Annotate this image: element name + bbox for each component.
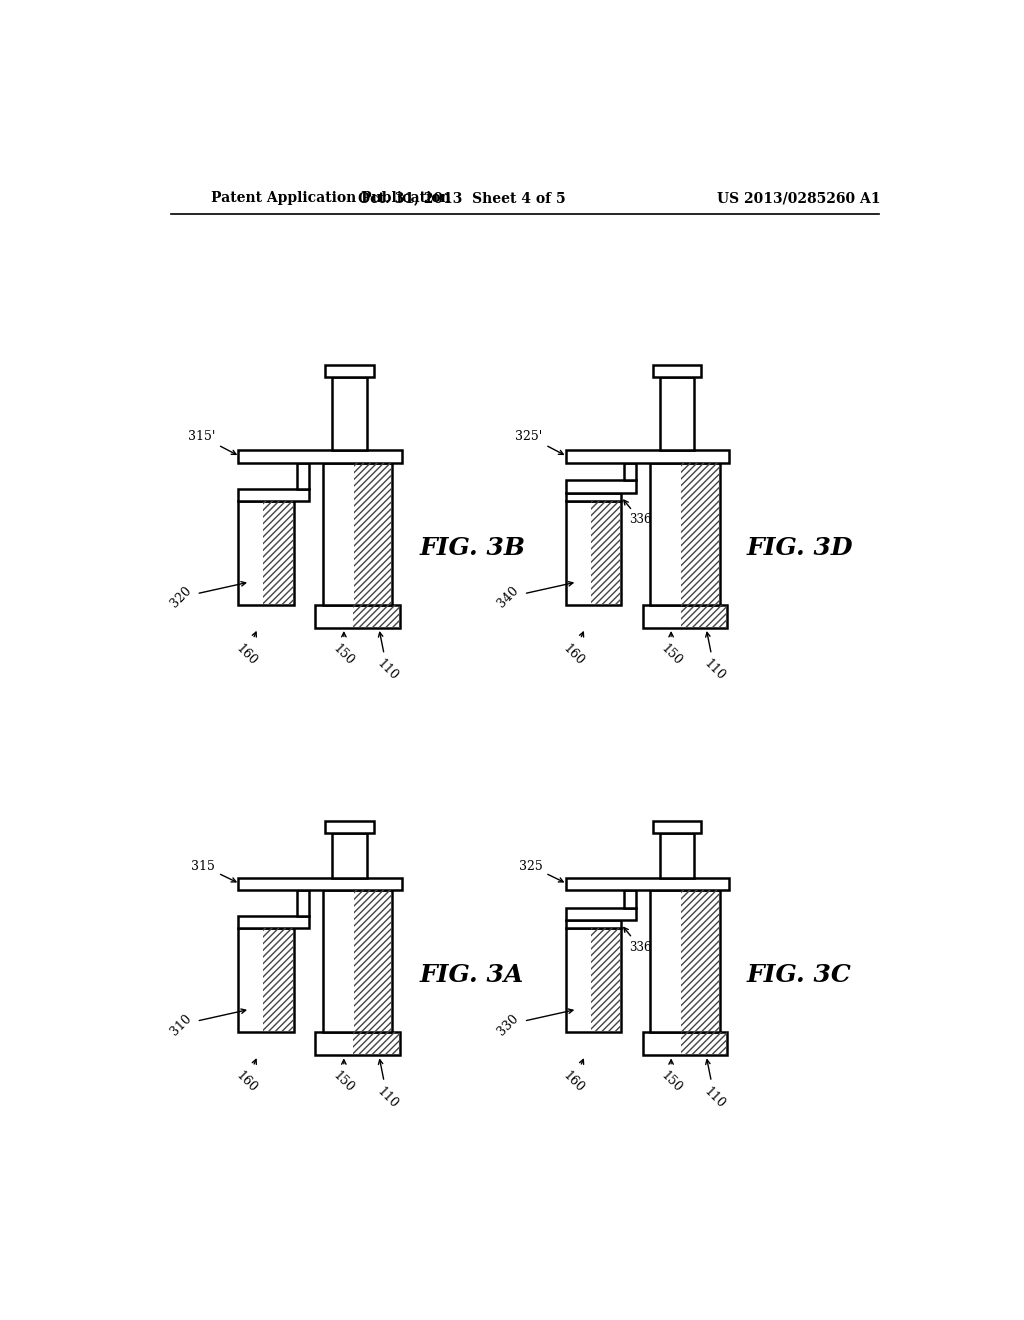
Text: 150: 150 bbox=[331, 1060, 357, 1096]
Bar bbox=[652, 821, 701, 833]
Text: 110: 110 bbox=[701, 1060, 728, 1111]
Text: 336: 336 bbox=[624, 928, 651, 954]
Bar bbox=[323, 890, 392, 1032]
Bar bbox=[239, 450, 401, 462]
Text: 320: 320 bbox=[168, 582, 246, 610]
Bar bbox=[297, 462, 309, 488]
Text: 330: 330 bbox=[495, 1008, 573, 1038]
Bar bbox=[565, 502, 621, 605]
Text: 160: 160 bbox=[560, 632, 587, 668]
Bar bbox=[643, 605, 727, 628]
Bar bbox=[354, 462, 392, 605]
Bar bbox=[297, 890, 309, 916]
Bar bbox=[323, 462, 392, 605]
Bar bbox=[315, 1032, 400, 1056]
Text: 340: 340 bbox=[495, 582, 573, 610]
Text: 160: 160 bbox=[233, 1060, 259, 1096]
Bar bbox=[650, 462, 720, 605]
Text: 160: 160 bbox=[233, 632, 259, 668]
Text: 315: 315 bbox=[191, 859, 236, 882]
Bar bbox=[565, 450, 729, 462]
Bar bbox=[315, 605, 400, 628]
Bar bbox=[659, 378, 694, 450]
Text: 325: 325 bbox=[519, 859, 563, 882]
Text: US 2013/0285260 A1: US 2013/0285260 A1 bbox=[717, 191, 881, 206]
Bar bbox=[681, 605, 727, 628]
Bar bbox=[353, 605, 400, 628]
Bar bbox=[354, 890, 392, 1032]
Bar bbox=[333, 833, 367, 878]
Text: 315': 315' bbox=[187, 430, 237, 454]
Bar bbox=[565, 480, 637, 492]
Text: 310: 310 bbox=[168, 1008, 246, 1038]
Text: FIG. 3A: FIG. 3A bbox=[419, 964, 523, 987]
Bar bbox=[565, 492, 621, 502]
Bar bbox=[333, 378, 367, 450]
Bar bbox=[326, 821, 374, 833]
Text: Oct. 31, 2013  Sheet 4 of 5: Oct. 31, 2013 Sheet 4 of 5 bbox=[357, 191, 565, 206]
Text: 160: 160 bbox=[560, 1060, 587, 1096]
Bar bbox=[625, 890, 637, 908]
Text: 150: 150 bbox=[658, 1060, 684, 1096]
Bar bbox=[682, 462, 720, 605]
Bar bbox=[565, 878, 729, 890]
Bar bbox=[659, 833, 694, 878]
Text: 110: 110 bbox=[701, 632, 728, 684]
Text: 150: 150 bbox=[331, 632, 357, 668]
Text: 110: 110 bbox=[375, 1060, 400, 1111]
Bar bbox=[591, 928, 621, 1032]
Bar bbox=[643, 1032, 727, 1056]
Bar bbox=[625, 462, 637, 480]
Text: 150: 150 bbox=[658, 632, 684, 668]
Bar bbox=[239, 878, 401, 890]
Text: Patent Application Publication: Patent Application Publication bbox=[211, 191, 451, 206]
Text: FIG. 3D: FIG. 3D bbox=[746, 536, 853, 560]
Bar bbox=[353, 1032, 400, 1056]
Bar bbox=[326, 364, 374, 378]
Bar bbox=[239, 928, 294, 1032]
Text: FIG. 3C: FIG. 3C bbox=[746, 964, 851, 987]
Bar bbox=[591, 502, 621, 605]
Bar bbox=[681, 1032, 727, 1056]
Bar bbox=[263, 928, 294, 1032]
Text: 110: 110 bbox=[375, 632, 400, 684]
Bar bbox=[652, 364, 701, 378]
Text: 325': 325' bbox=[515, 430, 563, 454]
Text: 336: 336 bbox=[624, 500, 651, 527]
Bar bbox=[239, 488, 309, 502]
Bar bbox=[239, 916, 309, 928]
Bar bbox=[650, 890, 720, 1032]
Text: FIG. 3B: FIG. 3B bbox=[419, 536, 525, 560]
Bar bbox=[565, 920, 621, 928]
Bar bbox=[239, 502, 294, 605]
Bar bbox=[682, 890, 720, 1032]
Bar bbox=[565, 908, 637, 920]
Bar bbox=[263, 502, 294, 605]
Bar bbox=[565, 928, 621, 1032]
